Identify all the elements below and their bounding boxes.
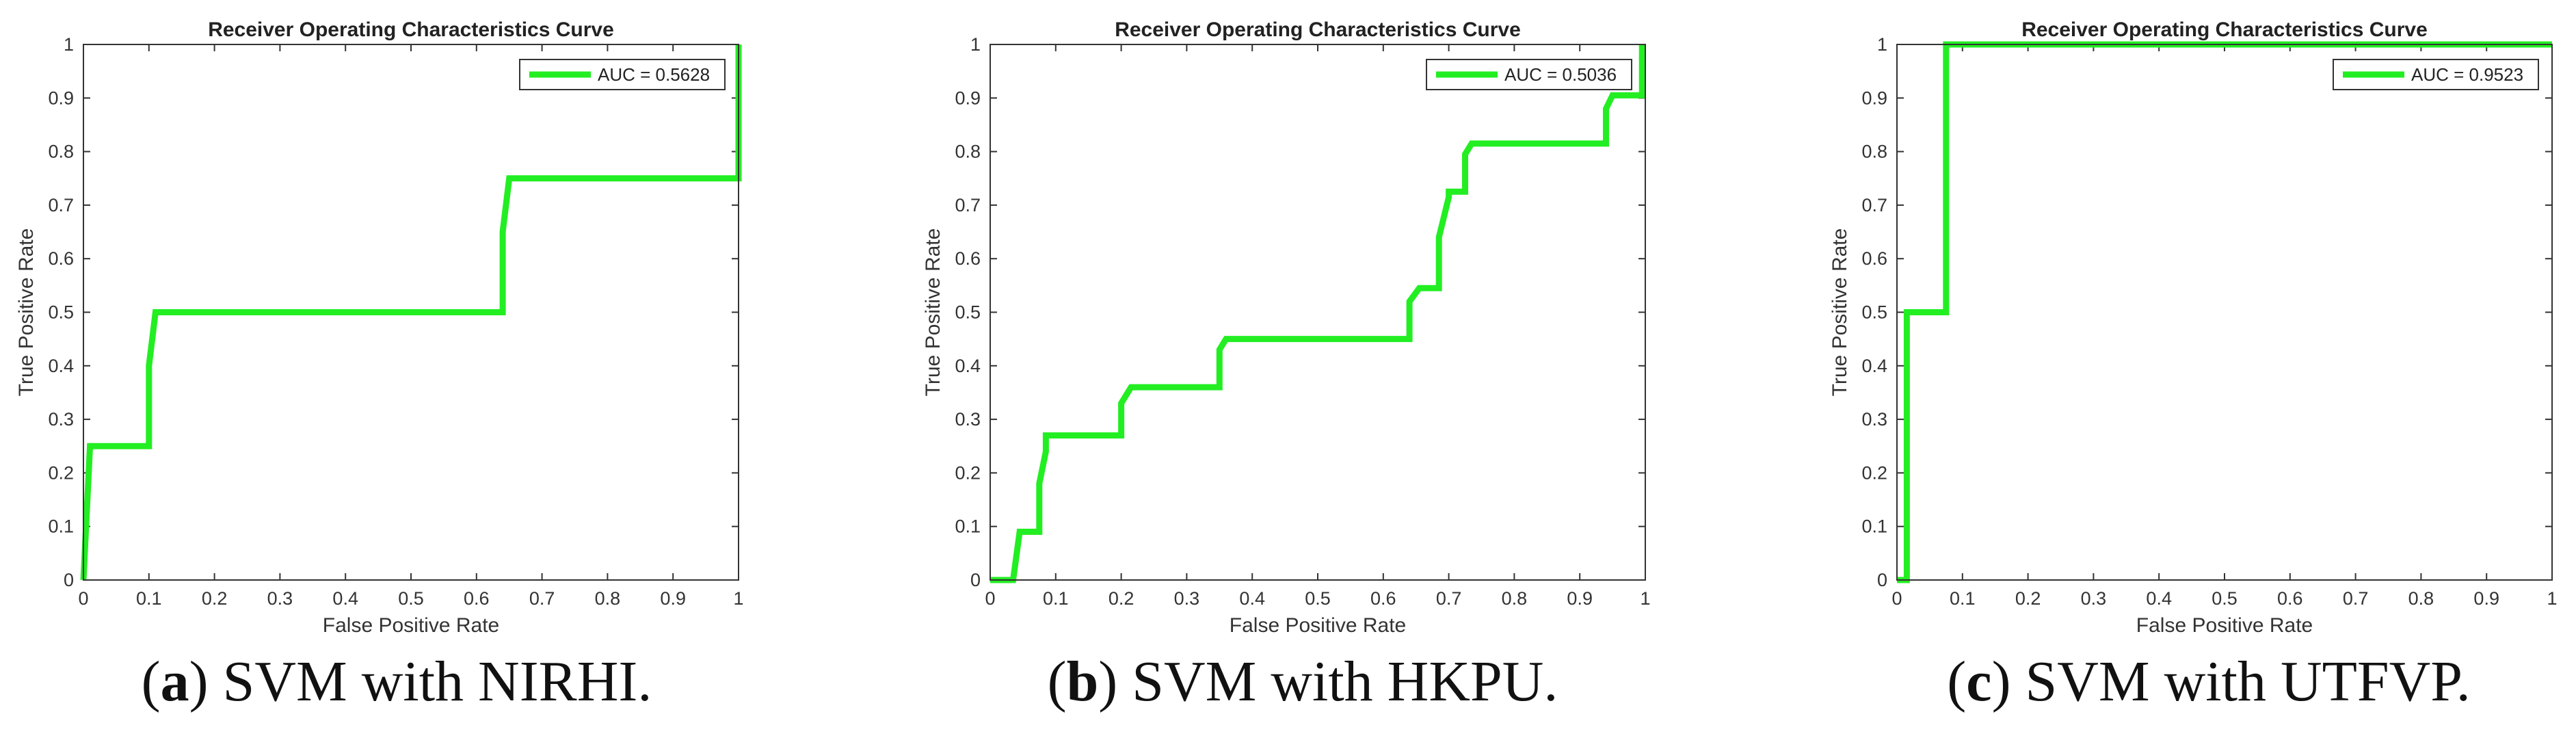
x-tick-label: 0.3 — [2081, 588, 2107, 609]
x-tick-label: 0.6 — [464, 588, 490, 609]
y-tick-label: 0 — [64, 570, 74, 590]
roc-chart-utfvp: Receiver Operating Characteristics Curve… — [1829, 18, 2558, 637]
plot-frame — [990, 44, 1646, 581]
x-tick-label: 0.8 — [2408, 588, 2434, 609]
y-tick-label: 0.6 — [1861, 248, 1887, 269]
chart-title: Receiver Operating Characteristics Curve — [2021, 18, 2428, 41]
x-tick-label: 0.2 — [1108, 588, 1134, 609]
x-tick-label: 0.2 — [202, 588, 228, 609]
plot-frame — [83, 44, 739, 581]
y-axis-label: True Positive Rate — [15, 228, 38, 397]
chart-title: Receiver Operating Characteristics Curve — [1115, 18, 1521, 41]
x-tick-label: 0.4 — [1239, 588, 1265, 609]
y-tick-label: 0.5 — [955, 302, 981, 323]
caption-text: ) SVM with HKPU. — [1098, 650, 1558, 713]
x-tick-label: 0.7 — [2343, 588, 2369, 609]
x-tick-label: 0.5 — [1305, 588, 1331, 609]
caption-text: ) SVM with UTFVP. — [1991, 650, 2471, 713]
caption-label: b — [1066, 650, 1099, 713]
x-axis-label: False Positive Rate — [2136, 614, 2313, 637]
caption-hkpu: (b) SVM with HKPU. — [1047, 650, 1558, 713]
x-tick-label: 0.6 — [1370, 588, 1396, 609]
plot-area — [1897, 44, 2552, 580]
x-tick-label: 0.5 — [2212, 588, 2238, 609]
x-tick-label: 0 — [985, 588, 995, 609]
x-tick-label: 0.9 — [1567, 588, 1593, 609]
y-tick-label: 0.4 — [955, 356, 981, 376]
y-axis-label: True Positive Rate — [922, 228, 944, 397]
legend-label: AUC = 0.5036 — [1504, 64, 1617, 85]
caption-utfvp: (c) SVM with UTFVP. — [1947, 650, 2471, 713]
y-tick-label: 0.2 — [48, 462, 74, 483]
x-tick-label: 1 — [1640, 588, 1650, 609]
x-tick-label: 0.9 — [2473, 588, 2499, 609]
y-tick-label: 0 — [970, 570, 981, 590]
y-tick-label: 0.9 — [1861, 88, 1887, 108]
y-tick-label: 0.1 — [955, 516, 981, 537]
y-tick-label: 0.2 — [955, 462, 981, 483]
y-tick-label: 0.6 — [955, 248, 981, 269]
x-tick-label: 0.8 — [595, 588, 621, 609]
x-tick-label: 0.5 — [398, 588, 424, 609]
x-tick-label: 0.4 — [332, 588, 358, 609]
x-tick-label: 1 — [733, 588, 743, 609]
plot-area — [990, 44, 1645, 580]
x-tick-label: 1 — [2547, 588, 2557, 609]
x-tick-label: 0.2 — [2015, 588, 2041, 609]
x-tick-label: 0.1 — [136, 588, 162, 609]
roc-chart-hkpu: Receiver Operating Characteristics Curve… — [922, 18, 1651, 637]
y-tick-label: 0.7 — [48, 195, 74, 215]
y-tick-label: 0.7 — [1861, 195, 1887, 215]
y-tick-label: 1 — [1877, 34, 1887, 55]
y-tick-label: 1 — [970, 34, 981, 55]
y-axis-label: True Positive Rate — [1829, 228, 1851, 397]
x-tick-label: 0.1 — [1950, 588, 1976, 609]
x-tick-label: 0.6 — [2277, 588, 2303, 609]
chart-title: Receiver Operating Characteristics Curve — [208, 18, 614, 41]
y-tick-label: 0.4 — [48, 356, 74, 376]
legend-label: AUC = 0.5628 — [598, 64, 710, 85]
y-tick-label: 0.5 — [48, 302, 74, 323]
x-tick-label: 0.3 — [1174, 588, 1200, 609]
x-tick-label: 0.4 — [2146, 588, 2172, 609]
x-tick-label: 0.9 — [660, 588, 686, 609]
roc-curve-line — [80, 44, 742, 581]
y-tick-label: 0.2 — [1861, 462, 1887, 483]
x-tick-label: 0.7 — [1436, 588, 1462, 609]
x-axis-label: False Positive Rate — [323, 614, 499, 637]
y-tick-label: 0.3 — [1861, 409, 1887, 430]
y-tick-label: 0.9 — [955, 88, 981, 108]
y-tick-label: 1 — [64, 34, 74, 55]
x-tick-label: 0.1 — [1043, 588, 1069, 609]
caption-label: c — [1966, 650, 1992, 713]
y-tick-label: 0.8 — [48, 142, 74, 162]
y-tick-label: 0.9 — [48, 88, 74, 108]
caption-nirhi: (a) SVM with NIRHI. — [141, 650, 652, 713]
caption-label: a — [160, 650, 189, 713]
y-tick-label: 0.8 — [1861, 142, 1887, 162]
plot-frame — [1896, 44, 2553, 581]
y-tick-label: 0.3 — [48, 409, 74, 430]
y-tick-label: 0.7 — [955, 195, 981, 215]
roc-curve-line — [990, 44, 1645, 583]
x-tick-label: 0.8 — [1502, 588, 1528, 609]
y-tick-label: 0.1 — [1861, 516, 1887, 537]
y-tick-label: 0.1 — [48, 516, 74, 537]
x-tick-label: 0.7 — [529, 588, 555, 609]
caption-text: ) SVM with NIRHI. — [189, 650, 652, 713]
y-tick-label: 0.4 — [1861, 356, 1887, 376]
y-tick-label: 0.6 — [48, 248, 74, 269]
y-tick-label: 0.3 — [955, 409, 981, 430]
y-tick-label: 0.8 — [955, 142, 981, 162]
roc-chart-nirhi: Receiver Operating Characteristics Curve… — [15, 18, 744, 637]
y-tick-label: 0 — [1877, 570, 1887, 590]
x-tick-label: 0 — [1891, 588, 1902, 609]
x-tick-label: 0.3 — [267, 588, 293, 609]
y-tick-label: 0.5 — [1861, 302, 1887, 323]
x-tick-label: 0 — [78, 588, 88, 609]
x-axis-label: False Positive Rate — [1230, 614, 1406, 637]
legend-label: AUC = 0.9523 — [2411, 64, 2523, 85]
